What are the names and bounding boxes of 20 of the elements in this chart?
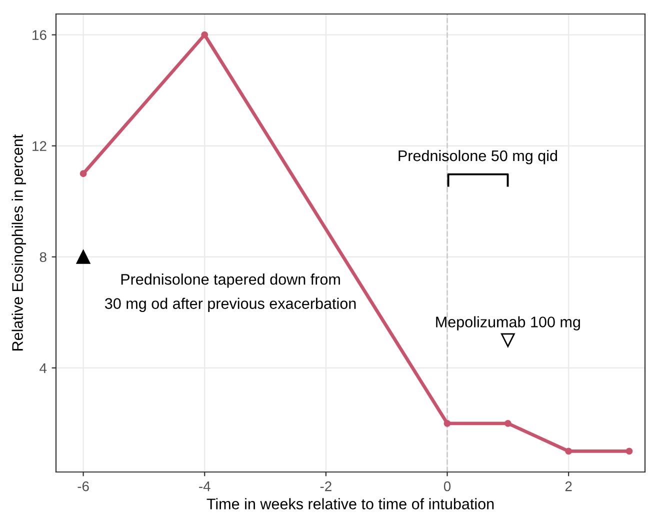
point bbox=[201, 31, 208, 38]
point bbox=[80, 170, 87, 178]
x-tick-label: 0 bbox=[444, 481, 451, 492]
y-tick-label: 8 bbox=[40, 252, 46, 262]
y-tick-label: 16 bbox=[32, 30, 46, 40]
annotation: Mepolizumab 100 mg bbox=[436, 316, 580, 330]
y-tick-label: 4 bbox=[40, 363, 47, 373]
point bbox=[565, 448, 572, 455]
x-tick-label: 2 bbox=[565, 481, 572, 492]
x-axis-title: Time in weeks relative to time of intubation bbox=[206, 498, 494, 510]
annotation: Prednisolone 50 mg qid bbox=[398, 150, 558, 164]
x-tick-label: -2 bbox=[320, 481, 332, 492]
x-tick-label: -4 bbox=[199, 482, 210, 492]
y-tick-label: 12 bbox=[32, 141, 46, 151]
point bbox=[444, 420, 451, 427]
annotation: Prednisolone tapered down from 30 mg od after previous exacerbation bbox=[104, 274, 356, 312]
point bbox=[626, 448, 633, 455]
point bbox=[504, 420, 512, 427]
y-axis-title: Relative Eosinophiles in percent bbox=[12, 134, 26, 350]
x-tick-label: -6 bbox=[78, 481, 89, 492]
